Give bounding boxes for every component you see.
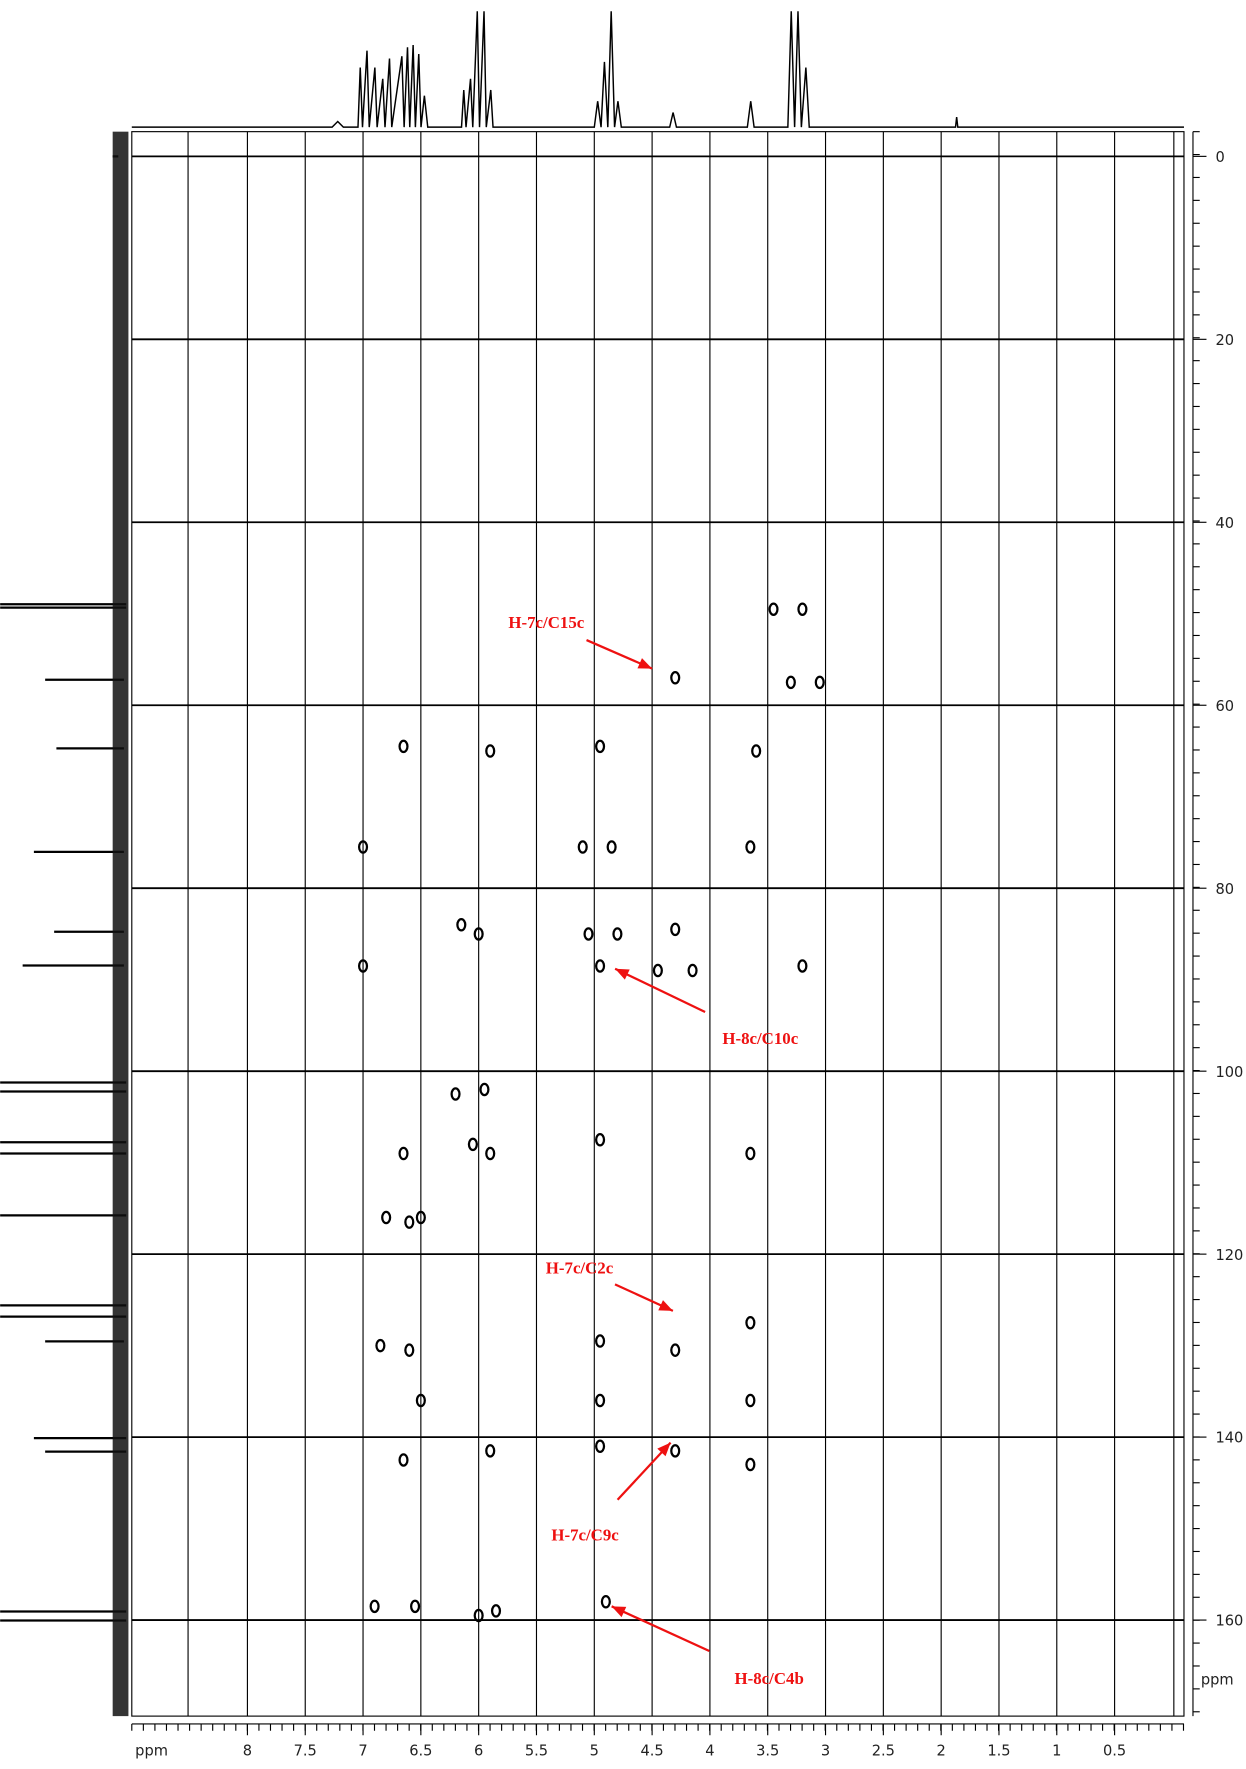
- x-tick-label: 4: [705, 1742, 714, 1759]
- peak: [689, 965, 697, 976]
- peak: [746, 1459, 754, 1470]
- x-tick-label: 8: [243, 1742, 252, 1759]
- peak: [671, 924, 679, 935]
- peak: [376, 1340, 384, 1351]
- y-tick-label: 40: [1215, 515, 1234, 532]
- proton-projection: [132, 11, 1184, 127]
- peak: [596, 1395, 604, 1406]
- y-tick-label: 0: [1215, 149, 1224, 166]
- y-tick-label: 100: [1215, 1064, 1243, 1081]
- peak: [481, 1084, 489, 1095]
- peak: [452, 1088, 460, 1099]
- x-tick-label: 7.5: [294, 1742, 317, 1759]
- peak: [671, 672, 679, 683]
- peak: [492, 1605, 500, 1616]
- peak: [382, 1212, 390, 1223]
- peak: [486, 1148, 494, 1159]
- x-tick-label: 5.5: [525, 1742, 548, 1759]
- peak: [654, 965, 662, 976]
- x-tick-label: 2: [937, 1742, 946, 1759]
- peak: [787, 677, 795, 688]
- peak: [596, 1134, 604, 1145]
- x-tick-label: 4.5: [640, 1742, 663, 1759]
- y-tick-label: 160: [1215, 1613, 1243, 1630]
- peak: [671, 1345, 679, 1356]
- carbon-projection-noise: [113, 132, 129, 1716]
- peak: [746, 1395, 754, 1406]
- peak: [486, 1445, 494, 1456]
- peak: [746, 1148, 754, 1159]
- x-tick-label: 3.5: [756, 1742, 779, 1759]
- peak: [400, 1148, 408, 1159]
- x-tick-label: 5: [590, 1742, 599, 1759]
- y-tick-label: 60: [1215, 698, 1234, 715]
- peak: [596, 1441, 604, 1452]
- peak: [746, 841, 754, 852]
- plot-frame: [132, 132, 1184, 1716]
- x-tick-label: 0.5: [1103, 1742, 1126, 1759]
- y-axis-label: ppm: [1201, 1672, 1234, 1689]
- annotation-label: H-7c/C2c: [546, 1259, 614, 1278]
- x-axis-label: ppm: [135, 1742, 168, 1759]
- peak: [457, 919, 465, 930]
- x-tick-label: 1: [1052, 1742, 1061, 1759]
- peak: [596, 1335, 604, 1346]
- peak: [400, 741, 408, 752]
- peak: [596, 741, 604, 752]
- y-tick-label: 120: [1215, 1247, 1243, 1264]
- peak: [798, 960, 806, 971]
- x-tick-label: 3: [821, 1742, 830, 1759]
- x-tick-label: 1.5: [987, 1742, 1010, 1759]
- peak: [585, 928, 593, 939]
- peak: [798, 604, 806, 615]
- x-tick-label: 6.5: [409, 1742, 432, 1759]
- x-tick-label: 2.5: [872, 1742, 895, 1759]
- annotation-arrow: [612, 1606, 710, 1651]
- peak: [608, 841, 616, 852]
- peak: [411, 1601, 419, 1612]
- peak: [770, 604, 778, 615]
- peak: [579, 841, 587, 852]
- annotation-label: H-7c/C15c: [508, 613, 584, 632]
- peak: [596, 960, 604, 971]
- annotation-label: H-8c/C4b: [735, 1669, 804, 1688]
- chart: ppm ppm 8 7.5 7 6.5 6 5.5 5 4.5 4 3.5 3 2.5 2 1.5 1 0.5…: [0, 0, 1246, 1769]
- x-tick-label: 7: [358, 1742, 367, 1759]
- peak: [400, 1454, 408, 1465]
- y-tick-label: 140: [1215, 1430, 1243, 1447]
- peak: [486, 745, 494, 756]
- peak: [371, 1601, 379, 1612]
- page: ppm ppm 8 7.5 7 6.5 6 5.5 5 4.5 4 3.5 3 2.5 2 1.5 1 0.5…: [0, 0, 1246, 1769]
- peak: [613, 928, 621, 939]
- peak: [752, 745, 760, 756]
- annotation-label: H-8c/C10c: [722, 1029, 798, 1048]
- peak: [816, 677, 824, 688]
- x-tick-label: 6: [474, 1742, 483, 1759]
- peak: [469, 1139, 477, 1150]
- peak: [671, 1445, 679, 1456]
- y-tick-label: 80: [1215, 881, 1234, 898]
- peak: [746, 1317, 754, 1328]
- y-tick-label: 20: [1215, 332, 1234, 349]
- carbon-projection: [0, 156, 126, 1620]
- peak: [405, 1216, 413, 1227]
- peak: [405, 1345, 413, 1356]
- peak: [602, 1596, 610, 1607]
- annotation-label: H-7c/C9c: [551, 1525, 619, 1544]
